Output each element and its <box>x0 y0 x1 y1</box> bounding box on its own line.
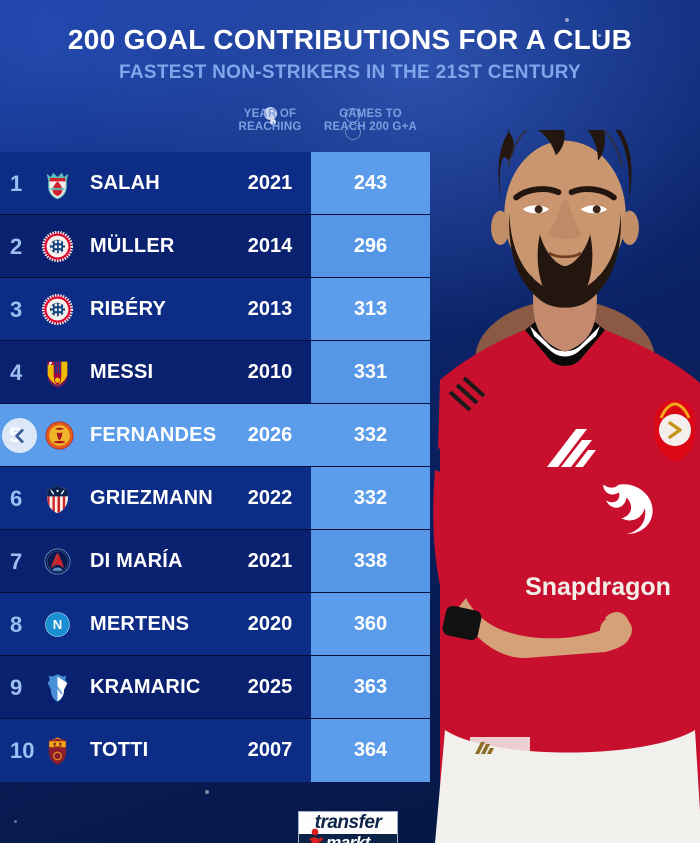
svg-text:Snapdragon: Snapdragon <box>525 573 671 601</box>
svg-text:N: N <box>53 617 62 632</box>
